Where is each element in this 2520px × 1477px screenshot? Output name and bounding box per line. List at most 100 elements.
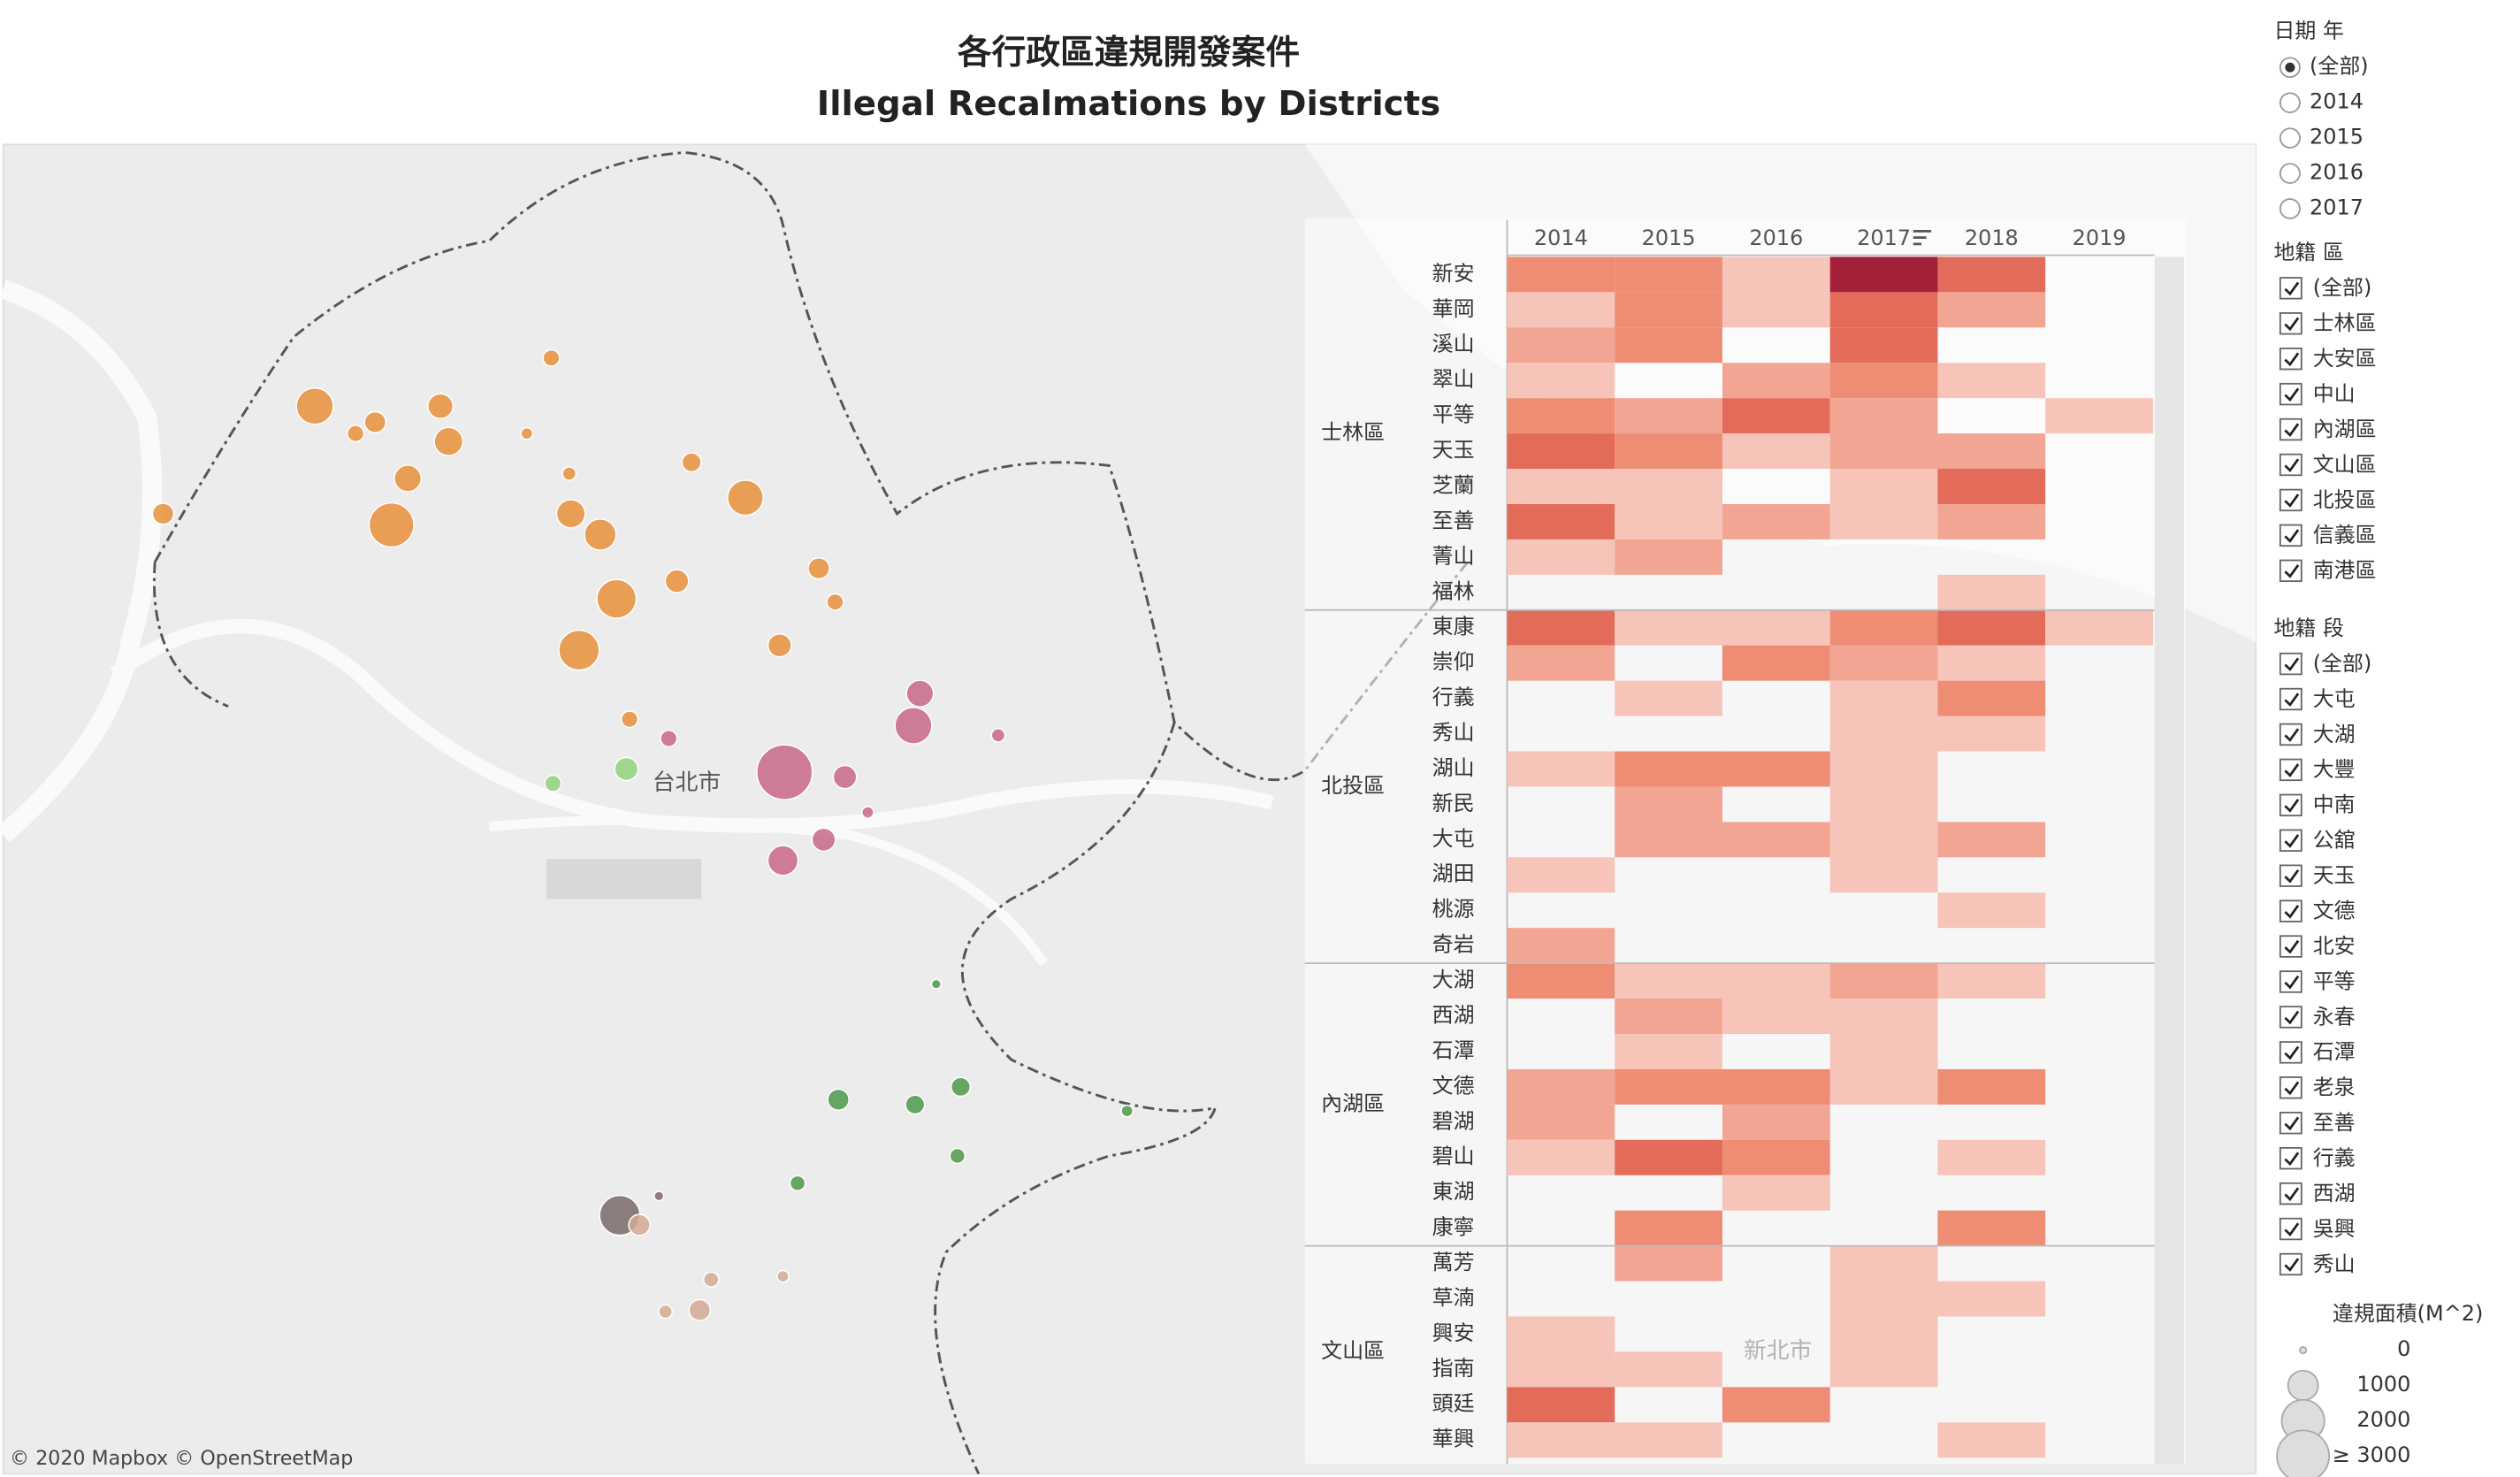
checkbox[interactable] xyxy=(2279,524,2302,547)
checkbox[interactable] xyxy=(2279,935,2302,958)
checkbox[interactable] xyxy=(2279,1076,2302,1099)
heatmap-cell xyxy=(1722,822,1830,858)
checkbox[interactable] xyxy=(2279,277,2302,300)
bubble xyxy=(930,978,942,990)
checkbox[interactable] xyxy=(2279,347,2302,371)
bubble xyxy=(807,557,830,580)
checkbox[interactable] xyxy=(2279,723,2302,746)
filter-option: 天玉 xyxy=(2313,863,2356,888)
filter-option: 北安 xyxy=(2313,934,2356,959)
checkbox[interactable] xyxy=(2279,793,2302,817)
heatmap-cell xyxy=(1937,256,2046,293)
filter-option: 士林區 xyxy=(2313,310,2377,335)
checkbox[interactable] xyxy=(2279,559,2302,583)
checkbox[interactable] xyxy=(2279,1041,2302,1064)
heatmap-cell xyxy=(1507,963,1615,999)
checkbox[interactable] xyxy=(2279,758,2302,782)
filter-option: 文德 xyxy=(2313,899,2356,923)
checkbox[interactable] xyxy=(2279,312,2302,335)
check-mark xyxy=(2284,1081,2300,1096)
heatmap-cell xyxy=(1507,609,1615,646)
heatmap-cell xyxy=(1829,1245,1938,1282)
heatmap-cell xyxy=(1507,1387,1615,1423)
legend-bubble xyxy=(2299,1346,2308,1355)
checkbox[interactable] xyxy=(2279,899,2302,922)
row-label: 芝蘭 xyxy=(1432,473,1475,498)
heatmap-cell xyxy=(1829,1068,1938,1105)
check-mark xyxy=(2284,869,2300,884)
heatmap-cell xyxy=(1829,857,1938,893)
heatmap-cell xyxy=(1937,574,2046,610)
filter-option: 2017 xyxy=(2310,195,2363,220)
heatmap-cell xyxy=(1615,609,1722,646)
row-label: 崇仰 xyxy=(1432,649,1475,674)
legend-label: 1000 xyxy=(2356,1372,2410,1397)
checkbox[interactable] xyxy=(2279,652,2302,676)
row-label: 奇岩 xyxy=(1432,932,1475,957)
checkbox[interactable] xyxy=(2279,417,2302,441)
checkbox[interactable] xyxy=(2279,488,2302,512)
filter-option: 石潭 xyxy=(2313,1039,2356,1064)
heatmap-cell xyxy=(1507,1316,1615,1352)
checkbox[interactable] xyxy=(2279,1006,2302,1029)
heatmap-cell xyxy=(1507,433,1615,470)
bubble xyxy=(427,393,454,420)
row-label: 萬芳 xyxy=(1432,1250,1475,1274)
checkbox[interactable] xyxy=(2279,864,2302,887)
bubble xyxy=(542,348,561,367)
checkbox[interactable] xyxy=(2279,687,2302,711)
heatmap-cell xyxy=(1507,751,1615,787)
radio-button[interactable] xyxy=(2279,127,2301,149)
bubble xyxy=(990,728,1006,743)
bubble xyxy=(584,518,617,551)
checkbox[interactable] xyxy=(2279,1217,2302,1241)
legend-bubble xyxy=(2287,1369,2319,1402)
filter-option: 永春 xyxy=(2313,1004,2356,1029)
heatmap-cell xyxy=(1615,503,1722,540)
bubble xyxy=(368,501,415,548)
title-zh: 各行政區違規開發案件 xyxy=(958,33,1300,73)
heatmap-cell xyxy=(1722,1175,1830,1211)
row-label: 湖山 xyxy=(1432,755,1475,780)
row-label: 東康 xyxy=(1432,614,1475,639)
heatmap-cell xyxy=(1829,645,1938,681)
check-mark xyxy=(2284,975,2300,990)
heatmap-cell xyxy=(1829,1034,1938,1069)
heatmap-cell xyxy=(1615,327,1722,364)
heatmap-cell xyxy=(1722,609,1830,646)
checkbox[interactable] xyxy=(2279,1252,2302,1276)
heatmap-cell xyxy=(1615,786,1722,823)
heatmap-cell xyxy=(1722,398,1830,434)
check-mark xyxy=(2284,657,2300,672)
bubble xyxy=(614,756,639,782)
heatmap-cell xyxy=(1615,1139,1722,1175)
filter-option: 平等 xyxy=(2313,969,2356,994)
heatmap-cell xyxy=(1937,822,2046,858)
checkbox[interactable] xyxy=(2279,382,2302,406)
radio-button[interactable] xyxy=(2279,92,2301,113)
filter-option: 行義 xyxy=(2313,1145,2356,1170)
heatmap-cell xyxy=(1722,256,1830,293)
row-label: 大屯 xyxy=(1432,826,1475,851)
heatmap-cell xyxy=(1829,1316,1938,1352)
checkbox[interactable] xyxy=(2279,829,2302,852)
radio-button[interactable] xyxy=(2279,163,2301,184)
scrollbar[interactable] xyxy=(2154,256,2184,1465)
heatmap-cell xyxy=(1722,645,1830,681)
filter-option: 南港區 xyxy=(2313,558,2377,583)
checkbox[interactable] xyxy=(2279,453,2302,477)
bubble xyxy=(950,1076,972,1098)
map-attribution: © 2020 Mapbox © OpenStreetMap xyxy=(10,1448,353,1470)
heatmap-cell xyxy=(1937,433,2046,470)
radio-button[interactable] xyxy=(2279,198,2301,219)
checkbox[interactable] xyxy=(2279,1146,2302,1170)
checkbox[interactable] xyxy=(2279,1182,2302,1205)
legend-title: 違規面積(M^2) xyxy=(2333,1301,2484,1326)
filter-option: 大湖 xyxy=(2313,722,2356,746)
heatmap-cell xyxy=(1615,539,1722,575)
legend-bubble xyxy=(2276,1429,2331,1477)
heatmap-cell xyxy=(1937,609,2046,646)
sort-icon[interactable] xyxy=(1913,230,1932,246)
checkbox[interactable] xyxy=(2279,970,2302,993)
checkbox[interactable] xyxy=(2279,1112,2302,1135)
